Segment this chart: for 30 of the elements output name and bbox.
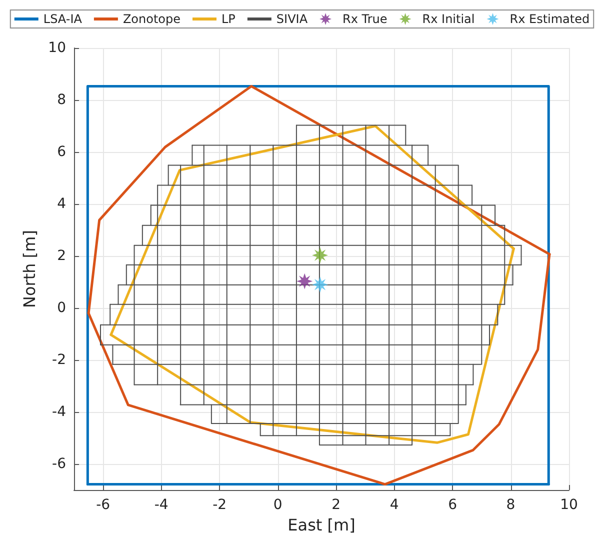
- legend-label: LSA-IA: [43, 12, 83, 26]
- x-tick-label: 6: [448, 497, 458, 513]
- x-tick-label: 10: [560, 497, 578, 513]
- x-tick-label: -4: [154, 497, 168, 513]
- x-tick-label: 0: [273, 497, 282, 513]
- legend-label: Zonotope: [122, 12, 181, 26]
- x-tick-label: 4: [390, 497, 399, 513]
- y-axis-title: North [m]: [20, 230, 39, 308]
- y-tick-label: -6: [52, 456, 66, 472]
- x-tick-label: -2: [212, 497, 227, 513]
- y-tick-label: 8: [57, 92, 66, 108]
- point: [312, 276, 328, 293]
- point: [312, 247, 328, 264]
- y-tick-label: 4: [57, 196, 66, 212]
- x-tick-label: 2: [332, 497, 341, 513]
- legend-label: Rx Initial: [422, 12, 475, 26]
- y-tick-label: -2: [52, 352, 66, 368]
- legend-label: LP: [221, 12, 236, 26]
- legend-label: Rx Estimated: [510, 12, 590, 26]
- x-tick-label: -6: [96, 497, 110, 513]
- legend-label: SIVIA: [276, 12, 308, 26]
- point: [296, 273, 313, 290]
- y-tick-label: 10: [48, 40, 66, 56]
- legend-label: Rx True: [342, 12, 388, 26]
- y-tick-label: 2: [57, 248, 66, 264]
- y-tick-label: 6: [57, 144, 66, 160]
- x-tick-label: 8: [506, 497, 516, 513]
- y-tick-label: 0: [57, 300, 66, 316]
- x-axis-title: East [m]: [288, 515, 356, 534]
- y-tick-label: -4: [52, 404, 66, 420]
